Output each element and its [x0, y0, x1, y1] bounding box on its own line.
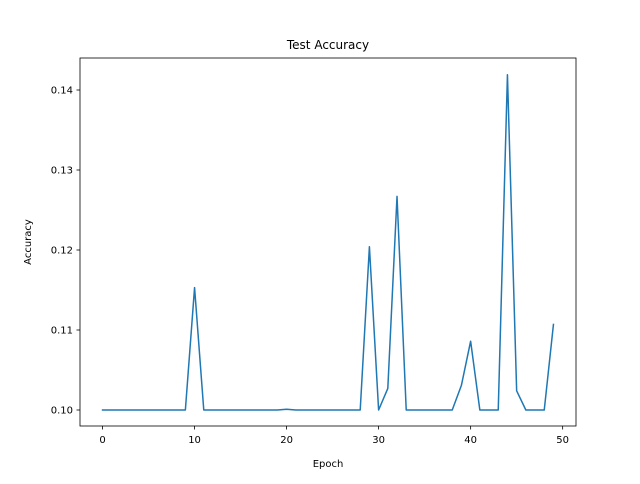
data-point: [340, 409, 343, 412]
data-point: [350, 409, 353, 412]
data-point: [303, 409, 306, 412]
data-point: [497, 409, 500, 412]
data-point: [377, 409, 380, 412]
y-tick-label: 0.14: [51, 86, 73, 97]
data-point: [147, 409, 150, 412]
data-point: [230, 409, 233, 412]
data-point: [515, 389, 518, 392]
data-point: [322, 409, 325, 412]
data-point: [110, 409, 113, 412]
data-point: [423, 409, 426, 412]
data-point: [313, 409, 316, 412]
y-tick-label: 0.10: [51, 406, 73, 417]
data-point: [432, 409, 435, 412]
data-point: [386, 387, 389, 390]
x-tick-label: 40: [464, 435, 477, 446]
y-tick-label: 0.13: [51, 166, 73, 177]
x-tick-label: 10: [188, 435, 201, 446]
data-point: [414, 409, 417, 412]
x-tick-label: 0: [99, 435, 105, 446]
data-point: [524, 409, 527, 412]
data-point: [331, 409, 334, 412]
data-point: [506, 73, 509, 76]
x-tick-label: 20: [280, 435, 293, 446]
data-point: [184, 409, 187, 412]
data-point: [119, 409, 122, 412]
data-point: [138, 409, 141, 412]
series-line: [101, 74, 555, 411]
data-point: [276, 409, 279, 412]
y-axis-label: Accuracy: [23, 219, 34, 265]
chart-title: Test Accuracy: [286, 38, 369, 52]
data-point: [165, 409, 168, 412]
x-axis-label: Epoch: [313, 459, 344, 470]
x-tick-label: 30: [372, 435, 385, 446]
y-tick-label: 0.12: [51, 246, 73, 257]
data-point: [101, 409, 104, 412]
y-axis-ticks: 0.10 0.11 0.12 0.13 0.14: [51, 86, 80, 417]
data-point: [359, 409, 362, 412]
data-point: [175, 409, 178, 412]
data-point: [478, 409, 481, 412]
data-point: [396, 195, 399, 198]
data-point: [368, 245, 371, 248]
data-point: [239, 409, 242, 412]
data-point: [248, 409, 251, 412]
y-tick-label: 0.11: [51, 326, 73, 337]
plot-area: [101, 73, 555, 412]
data-point: [552, 323, 555, 326]
data-point: [294, 409, 297, 412]
data-point: [442, 409, 445, 412]
x-axis-ticks: 0 10 20 30 40 50: [99, 426, 569, 446]
data-point: [534, 409, 537, 412]
data-point: [156, 409, 159, 412]
data-point: [202, 409, 205, 412]
data-point: [193, 286, 196, 289]
data-point: [488, 409, 491, 412]
data-point: [257, 409, 260, 412]
data-point: [469, 340, 472, 343]
data-point: [543, 409, 546, 412]
data-point: [460, 384, 463, 387]
data-point: [451, 409, 454, 412]
x-tick-label: 50: [556, 435, 569, 446]
data-point: [211, 409, 214, 412]
data-point: [221, 409, 224, 412]
data-point: [285, 408, 288, 411]
data-point: [129, 409, 132, 412]
axes-frame: [79, 57, 577, 427]
data-point: [267, 409, 270, 412]
data-point: [405, 409, 408, 412]
